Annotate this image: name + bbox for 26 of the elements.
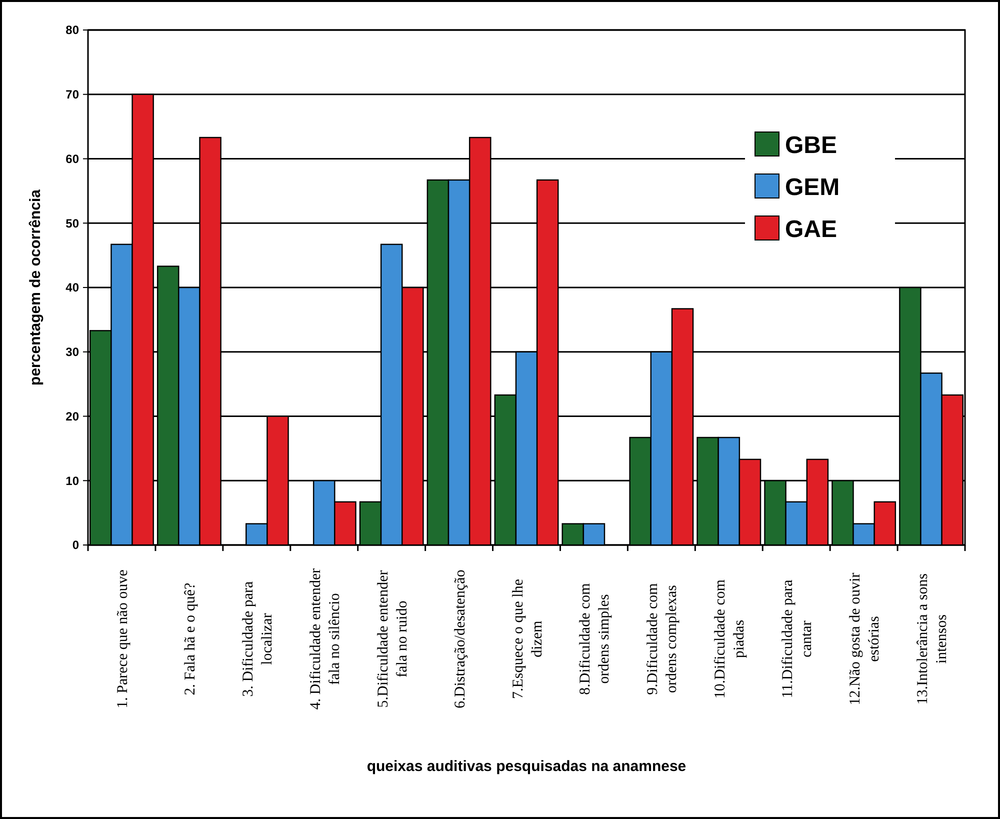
x-tick-label: 12.Não gosta de ouvir estórias bbox=[848, 572, 883, 706]
x-tick-label: 1. Parece que não ouve bbox=[114, 569, 131, 708]
x-tick-label: 8.Dificuldade com ordens simples bbox=[578, 582, 613, 695]
legend-label: GBE bbox=[785, 132, 838, 159]
y-tick-label: 30 bbox=[66, 345, 80, 360]
y-tick-label: 70 bbox=[66, 88, 80, 102]
x-tick-label: 3. Dificuldade para localizar bbox=[240, 580, 276, 697]
x-tick-label: 6.Distração/desatenção bbox=[452, 570, 468, 708]
x-tick-label: 13.Intolerância a sons intensos bbox=[915, 573, 950, 705]
y-tick-label: 0 bbox=[72, 538, 80, 552]
y-tick-label: 80 bbox=[66, 23, 80, 38]
y-axis-title: percentagem de ocorrência bbox=[27, 188, 44, 386]
y-tick-label: 60 bbox=[66, 152, 80, 166]
y-tick-label: 50 bbox=[66, 216, 80, 230]
legend-label: GEM bbox=[785, 174, 840, 201]
x-tick-label: 7.Esquece o que lhe dizem bbox=[510, 578, 546, 699]
x-axis-title: queixas auditivas pesquisadas na anamnese bbox=[366, 758, 686, 775]
legend-label: GAE bbox=[785, 216, 838, 243]
x-tick-label: 9.Dificuldade com ordens complexas bbox=[645, 582, 680, 695]
y-tick-label: 20 bbox=[66, 409, 80, 424]
y-tick-label: 10 bbox=[66, 474, 80, 488]
x-tick-label: 11.Dificuldade para cantar bbox=[780, 579, 816, 698]
x-tick-label: 2. Fala hã e o quê? bbox=[182, 582, 198, 696]
x-tick-label: 10.Dificuldade com piadas bbox=[712, 579, 748, 699]
x-tick-label: 5.Dificuldade entender fala no ruido bbox=[375, 570, 410, 708]
y-tick-label: 40 bbox=[66, 280, 80, 295]
